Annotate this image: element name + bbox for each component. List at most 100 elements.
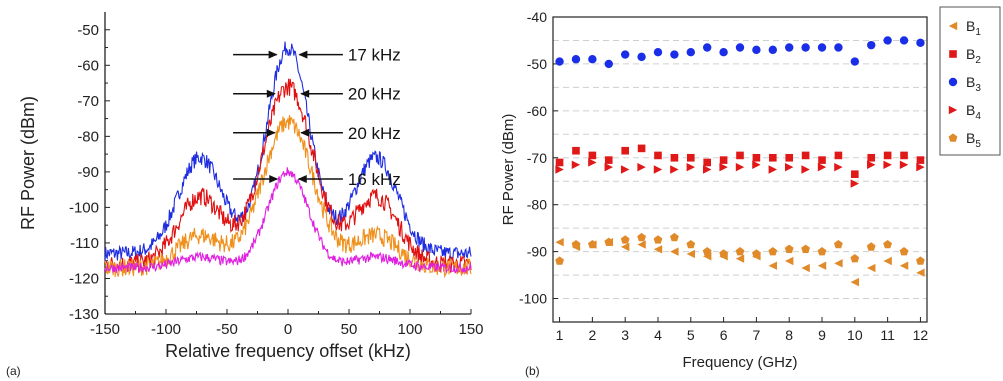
- data-point-b1: [620, 242, 630, 252]
- legend-label-base: B: [966, 46, 975, 62]
- x-tick-label: 100: [397, 321, 422, 338]
- y-tick-label: -100: [69, 199, 99, 216]
- legend-label-subscript: 2: [975, 55, 981, 66]
- spectrum-trace-1: [104, 41, 472, 262]
- x-tick-label: 7: [753, 327, 761, 343]
- legend-label-base: B: [966, 130, 975, 146]
- x-tick-label: 5: [687, 327, 695, 343]
- plot-frame: [552, 16, 928, 323]
- arrowhead-right-icon: [266, 89, 276, 98]
- legend-label: B3: [966, 74, 981, 94]
- data-point-b2: [588, 151, 597, 160]
- data-point-b2: [834, 151, 843, 160]
- data-point-b3: [571, 55, 581, 64]
- legend-label: B5: [966, 130, 981, 150]
- arrowhead-left-icon: [300, 128, 310, 137]
- legend-label-subscript: 5: [975, 139, 981, 150]
- y-tick-label: -70: [77, 93, 99, 110]
- data-point-b3: [785, 43, 794, 52]
- x-axis-title: Frequency (GHz): [682, 354, 797, 371]
- x-tick-label: 1: [556, 327, 564, 343]
- legend-label-subscript: 3: [975, 83, 981, 94]
- data-point-b3: [670, 50, 679, 59]
- x-tick-label: 10: [847, 327, 863, 343]
- data-point-b1: [801, 263, 810, 273]
- data-point-b1: [899, 261, 909, 270]
- data-point-b4: [604, 162, 613, 172]
- x-tick-label: 50: [341, 321, 358, 338]
- data-point-b1: [768, 261, 778, 270]
- arrowhead-right-icon: [268, 50, 278, 59]
- x-tick-label: 6: [720, 327, 728, 343]
- data-point-b3: [752, 45, 761, 55]
- y-axis-title: RF Power (dBm): [500, 114, 517, 226]
- x-tick-label: 2: [588, 327, 596, 343]
- x-tick-label: 8: [785, 327, 793, 343]
- x-tick-label: 4: [654, 327, 662, 343]
- data-point-b3: [867, 40, 876, 50]
- legend-label-base: B: [966, 102, 975, 118]
- legend-label-base: B: [966, 18, 975, 34]
- data-point-b3: [702, 43, 712, 52]
- data-point-b4: [817, 162, 827, 172]
- data-point-b2: [916, 156, 925, 164]
- arrowhead-left-icon: [297, 174, 307, 183]
- data-point-b1: [883, 256, 892, 266]
- data-point-b5: [686, 240, 696, 249]
- data-point-b1: [555, 238, 564, 247]
- data-point-b1: [916, 268, 925, 277]
- data-point-b3: [834, 43, 843, 52]
- arrowhead-left-icon: [300, 89, 310, 98]
- data-point-b5: [604, 237, 614, 246]
- spectrum-trace-4: [104, 167, 472, 275]
- data-point-b2: [686, 153, 695, 162]
- legend-label: B2: [966, 46, 981, 66]
- data-point-b2: [719, 156, 728, 164]
- data-point-b2: [883, 151, 892, 160]
- data-point-b3: [817, 43, 827, 52]
- x-tick-label: 150: [458, 321, 483, 338]
- data-point-b5: [670, 232, 679, 242]
- data-point-b1: [686, 249, 695, 259]
- data-point-b4: [620, 165, 630, 174]
- data-point-b2: [555, 158, 564, 167]
- data-point-b4: [850, 179, 860, 188]
- data-point-b2: [769, 153, 777, 162]
- data-point-b2: [572, 146, 580, 155]
- y-tick-label: -90: [527, 244, 547, 260]
- legend-label-subscript: 1: [975, 27, 981, 38]
- y-tick-label: -40: [527, 9, 547, 25]
- data-point-b5: [555, 256, 564, 265]
- data-point-b5: [784, 244, 794, 253]
- data-point-b2: [801, 151, 810, 160]
- arrowhead-right-icon: [266, 128, 276, 137]
- data-point-b3: [555, 57, 564, 66]
- x-tick-label: 0: [284, 321, 292, 338]
- data-point-b4: [588, 158, 597, 167]
- y-tick-label: -80: [527, 197, 547, 213]
- y-tick-label: -50: [77, 22, 99, 39]
- data-point-b4: [883, 160, 892, 170]
- data-point-b4: [555, 165, 564, 174]
- y-tick-label: -90: [77, 164, 99, 181]
- data-point-b2: [703, 158, 711, 167]
- data-point-b1: [735, 254, 745, 263]
- spectrum-trace-2: [104, 78, 472, 274]
- legend-marker-b5: [948, 133, 958, 142]
- data-point-b5: [817, 247, 827, 256]
- data-point-b4: [785, 162, 794, 172]
- legend-label: B1: [966, 18, 981, 38]
- data-point-b4: [571, 160, 581, 170]
- data-point-b2: [604, 156, 613, 164]
- data-point-b4: [899, 160, 909, 170]
- legend-label: B4: [966, 102, 981, 122]
- data-point-b5: [801, 244, 810, 253]
- data-point-b3: [850, 57, 860, 66]
- data-point-b3: [653, 47, 663, 57]
- data-point-b1: [817, 261, 827, 270]
- data-point-b5: [637, 232, 646, 242]
- data-point-b4: [752, 160, 761, 170]
- data-point-b3: [686, 47, 695, 57]
- data-point-b2: [621, 146, 629, 155]
